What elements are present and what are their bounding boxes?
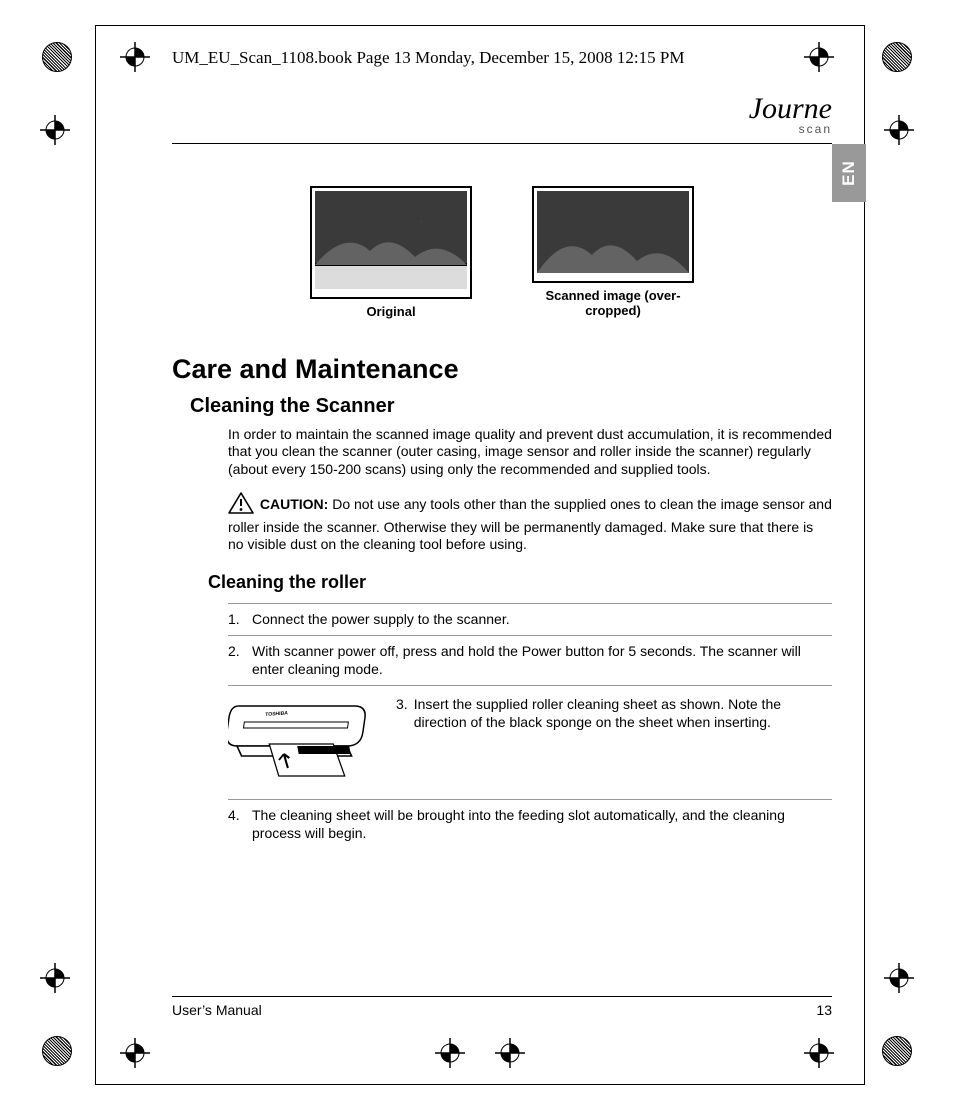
registration-mark	[884, 115, 914, 145]
cleaning-scanner-para: In order to maintain the scanned image q…	[228, 426, 832, 479]
caution-block: CAUTION: Do not use any tools other than…	[228, 492, 832, 554]
step-2: 2. With scanner power off, press and hol…	[228, 635, 832, 685]
registration-mark	[40, 963, 70, 993]
original-caption: Original	[310, 305, 472, 320]
step-text: With scanner power off, press and hold t…	[252, 643, 832, 678]
framemaker-header: UM_EU_Scan_1108.book Page 13 Monday, Dec…	[172, 48, 684, 68]
subsection-cleaning-roller: Cleaning the roller	[208, 572, 832, 593]
brand-logo: Journe	[749, 92, 832, 126]
comparison-illustrations: Original Scanned image (over- cropped)	[172, 186, 832, 320]
page-number: 13	[816, 1002, 832, 1018]
step-number: 2.	[228, 643, 246, 678]
corner-ornament	[42, 1036, 72, 1066]
corner-ornament	[882, 42, 912, 72]
scanner-diagram: TOSHIBA	[228, 696, 378, 785]
registration-mark	[884, 963, 914, 993]
scanned-caption-l1: Scanned image (over-	[545, 288, 680, 303]
step-text: Connect the power supply to the scanner.	[252, 611, 510, 629]
corner-ornament	[882, 1036, 912, 1066]
step-number: 1.	[228, 611, 246, 629]
scanned-caption-l2: cropped)	[585, 303, 641, 318]
original-image	[310, 186, 472, 299]
corner-ornament	[42, 42, 72, 72]
step-text: Insert the supplied roller cleaning shee…	[414, 696, 832, 785]
step-number: 3.	[396, 696, 408, 785]
section-heading: Care and Maintenance	[172, 354, 832, 385]
page-footer: User’s Manual 13	[172, 996, 832, 1018]
scanned-image	[532, 186, 694, 283]
step-3: TOSHIBA 3. Insert the supplied roller cl…	[228, 685, 832, 799]
footer-title: User’s Manual	[172, 1002, 262, 1018]
registration-mark	[40, 115, 70, 145]
step-4: 4. The cleaning sheet will be brought in…	[228, 799, 832, 849]
brand-logo-sub: scan	[799, 122, 832, 136]
caution-icon	[228, 492, 254, 519]
step-1: 1. Connect the power supply to the scann…	[228, 603, 832, 636]
subsection-cleaning-scanner: Cleaning the Scanner	[190, 395, 832, 418]
step-text: The cleaning sheet will be brought into …	[252, 807, 832, 842]
language-code: EN	[839, 160, 859, 186]
page-content: Journe scan EN Original	[172, 98, 832, 849]
step-list: 1. Connect the power supply to the scann…	[228, 603, 832, 850]
header-rule: Journe scan EN	[172, 98, 832, 144]
language-tab: EN	[832, 144, 866, 202]
caution-label: CAUTION:	[260, 496, 328, 512]
scanned-caption: Scanned image (over- cropped)	[532, 289, 694, 319]
step-number: 4.	[228, 807, 246, 842]
